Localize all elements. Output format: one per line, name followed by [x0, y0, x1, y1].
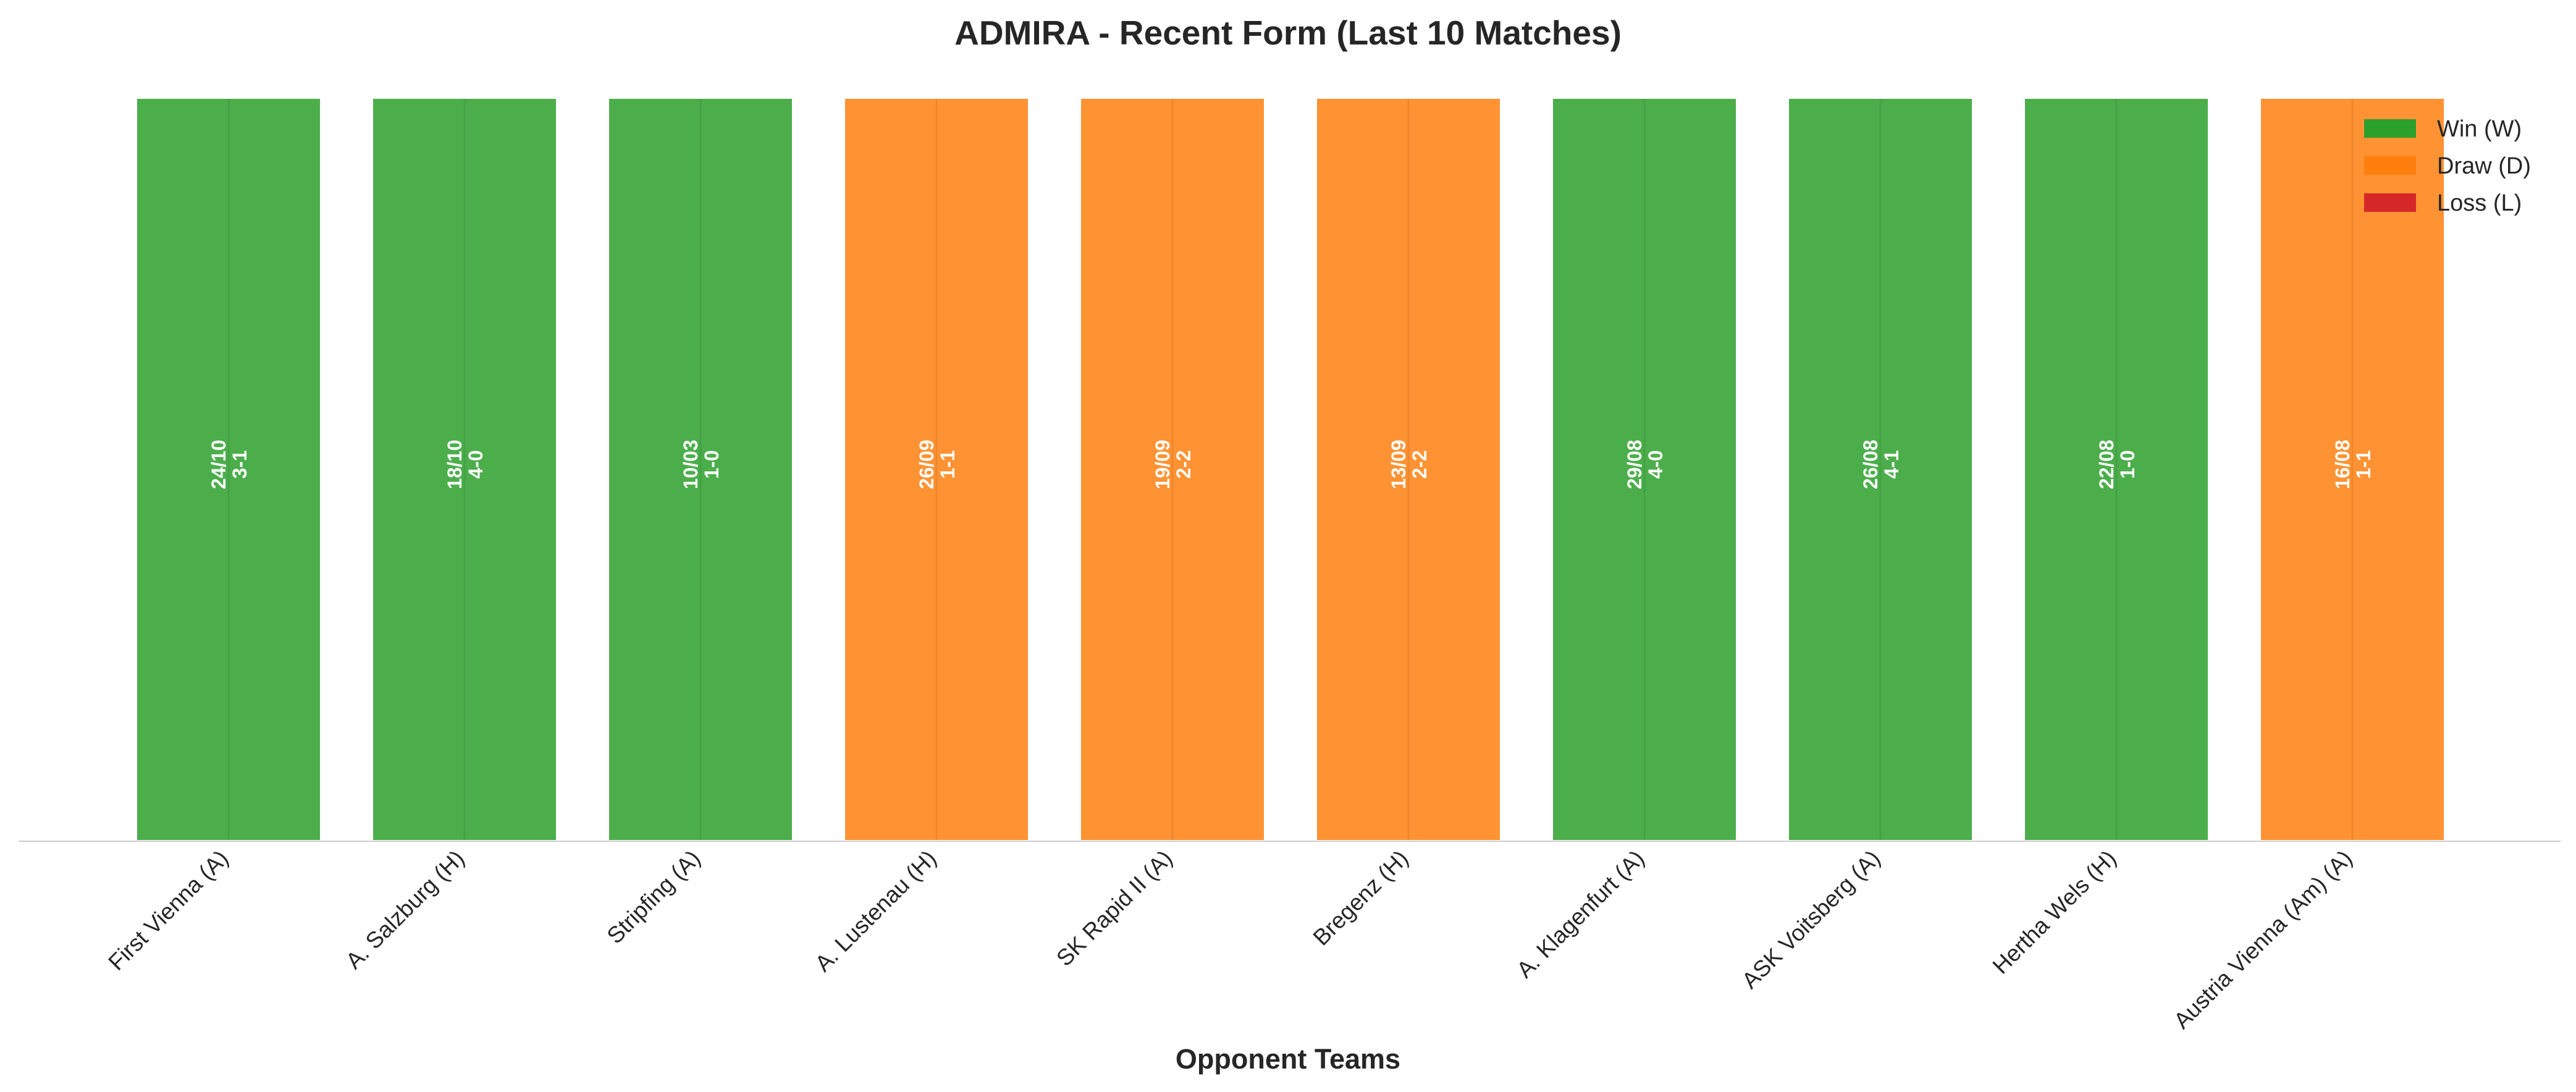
bar-score: 1-1 [2352, 450, 2375, 479]
bar [371, 96, 558, 842]
x-tick-label: Bregenz (H) [1308, 846, 1413, 951]
x-tick-label: ASK Voitsberg (A) [1737, 846, 1885, 994]
legend-item: Draw (D) [2364, 153, 2531, 179]
bar-group: 18/104-0 [371, 96, 558, 842]
bar-score: 4-0 [1644, 450, 1667, 479]
bar [1551, 96, 1738, 842]
bar-date: 13/09 [1387, 440, 1410, 489]
bar-label: 16/081-1 [2331, 440, 2375, 489]
bar-score: 1-1 [937, 450, 959, 479]
bar-label: 29/084-0 [1623, 440, 1667, 489]
x-tick-label: Stripfing (A) [602, 846, 705, 949]
x-tick-label: A. Salzburg (H) [341, 846, 469, 974]
bar-label: 26/084-1 [1859, 440, 1903, 489]
x-tick-label: Hertha Wels (H) [1988, 846, 2121, 979]
legend-swatch [2364, 156, 2416, 175]
bar-label: 24/103-1 [208, 440, 251, 489]
bar-group: 26/091-1 [843, 96, 1030, 842]
bar-group: 26/084-1 [1787, 96, 1974, 842]
bar-date: 26/09 [915, 440, 938, 489]
legend-swatch [2364, 193, 2416, 212]
bar-score: 1-0 [701, 450, 723, 479]
bar-score: 4-0 [465, 450, 487, 479]
bar-group: 13/092-2 [1315, 96, 1502, 842]
bar-date: 10/03 [680, 440, 702, 489]
legend-swatch [2364, 119, 2416, 138]
bar-group: 10/031-0 [607, 96, 794, 842]
bar-score: 3-1 [229, 450, 251, 479]
bar-date: 24/10 [208, 440, 230, 489]
bar-label: 26/091-1 [915, 440, 959, 489]
bar [1079, 96, 1266, 842]
bar-date: 16/08 [2331, 440, 2354, 489]
bar-date: 29/08 [1623, 440, 1646, 489]
legend-label: Win (W) [2437, 116, 2522, 142]
bar-group: 19/092-2 [1079, 96, 1266, 842]
bar-score: 1-0 [2116, 450, 2139, 479]
bar-date: 22/08 [2095, 440, 2118, 489]
legend-label: Draw (D) [2437, 153, 2531, 179]
chart-title: ADMIRA - Recent Form (Last 10 Matches) [954, 14, 1622, 52]
bar-group: 24/103-1 [135, 96, 322, 842]
bar-label: 10/031-0 [680, 440, 723, 489]
bar-date: 18/10 [444, 440, 466, 489]
legend-item: Loss (L) [2364, 190, 2522, 216]
bar-label: 18/104-0 [444, 440, 487, 489]
legend-item: Win (W) [2364, 116, 2522, 142]
bar [607, 96, 794, 842]
bar-score: 2-2 [1408, 450, 1431, 479]
bar-date: 26/08 [1859, 440, 1882, 489]
bar [1315, 96, 1502, 842]
bar-score: 2-2 [1172, 450, 1195, 479]
x-tick-label: Austria Vienna (Am) (A) [2169, 846, 2357, 1034]
x-tick-label: First Vienna (A) [103, 846, 233, 975]
bar [2258, 96, 2446, 842]
bar-label: 13/092-2 [1387, 440, 1431, 489]
legend: Win (W) Draw (D) Loss (L) [2364, 116, 2531, 216]
bar-date: 19/09 [1151, 440, 1174, 489]
bar-label: 19/092-2 [1151, 440, 1195, 489]
bar-group: 16/081-1 [2258, 96, 2446, 842]
bar [135, 96, 322, 842]
bars-layer: 24/103-1 18/104-0 10/031-0 26/091-1 19/092-2… [135, 96, 2446, 842]
bar [843, 96, 1030, 842]
x-axis-label: Opponent Teams [1176, 1043, 1400, 1075]
legend-label: Loss (L) [2437, 190, 2522, 216]
x-tick-label: A. Klagenfurt (A) [1512, 846, 1649, 983]
bar-group: 22/081-0 [2022, 96, 2210, 842]
x-tick-labels: First Vienna (A) A. Salzburg (H) Stripfing… [103, 846, 2357, 1034]
x-tick-label: A. Lustenau (H) [810, 846, 941, 976]
bar-group: 29/084-0 [1551, 96, 1738, 842]
bar-score: 4-1 [1880, 450, 1903, 479]
bar-label: 22/081-0 [2095, 440, 2139, 489]
x-tick-label: SK Rapid II (A) [1051, 846, 1177, 971]
